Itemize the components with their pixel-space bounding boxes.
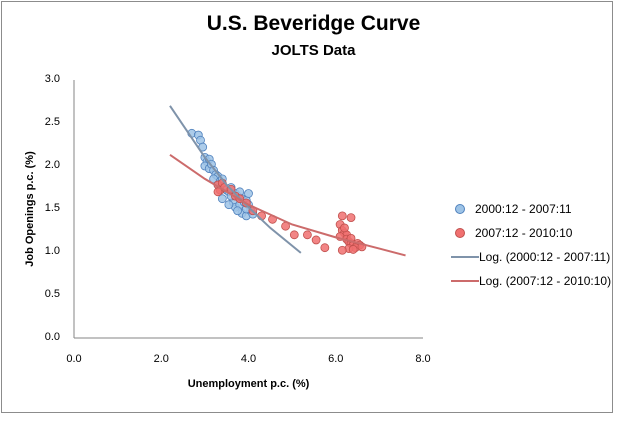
legend-item-red-trendline: Log. (2007:12 - 2010:10): [445, 269, 611, 293]
data-point: [224, 200, 234, 210]
x-tick-label: 4.0: [240, 353, 257, 365]
data-point: [244, 189, 253, 198]
data-point: [340, 223, 349, 233]
x-tick-label: 2.0: [153, 353, 169, 365]
data-point: [217, 194, 227, 204]
data-point: [289, 230, 299, 240]
data-point: [302, 230, 312, 240]
data-point: [320, 243, 330, 253]
data-point: [337, 245, 347, 255]
red-line-icon: [451, 280, 479, 282]
legend-label: Log. (2007:12 - 2010:10): [479, 274, 612, 288]
legend-item-blue-scatter: 2000:12 - 2007:11: [445, 197, 611, 221]
blue-line-icon: [451, 256, 479, 258]
chart-frame: [1, 1, 613, 413]
y-tick-label: 3.0: [44, 73, 60, 85]
trendline: [169, 153, 406, 257]
chart-subtitle: JOLTS Data: [271, 42, 356, 59]
y-tick-label: 1.0: [44, 245, 60, 257]
data-point: [337, 211, 347, 221]
red-dot-icon: [455, 228, 465, 238]
x-tick-label: 6.0: [328, 353, 344, 365]
y-tick-label: 2.0: [44, 159, 60, 171]
data-point: [346, 213, 356, 223]
y-tick-label: 0.0: [44, 331, 60, 343]
legend-label: 2000:12 - 2007:11: [475, 202, 572, 216]
data-point: [311, 235, 321, 245]
legend: 2000:12 - 2007:11 2007:12 - 2010:10 Log.…: [445, 197, 611, 293]
trendline: [169, 105, 302, 254]
chart-title: U.S. Beveridge Curve: [206, 12, 421, 35]
y-tick-label: 1.5: [44, 202, 60, 214]
x-tick-label: 0.0: [66, 353, 82, 365]
data-point: [348, 245, 358, 254]
y-tick-label: 2.5: [44, 116, 60, 128]
legend-label: 2007:12 - 2010:10: [475, 226, 573, 240]
data-point: [233, 206, 242, 216]
legend-item-red-scatter: 2007:12 - 2010:10: [445, 221, 611, 245]
legend-label: Log. (2000:12 - 2007:11): [479, 250, 611, 264]
legend-item-blue-trendline: Log. (2000:12 - 2007:11): [445, 245, 611, 269]
series-layer: [169, 105, 406, 257]
y-tick-label: 0.5: [44, 288, 60, 300]
x-tick-label: 8.0: [415, 353, 431, 365]
x-axis-label: Unemployment p.c. (%): [187, 378, 310, 390]
blue-dot-icon: [455, 204, 465, 214]
